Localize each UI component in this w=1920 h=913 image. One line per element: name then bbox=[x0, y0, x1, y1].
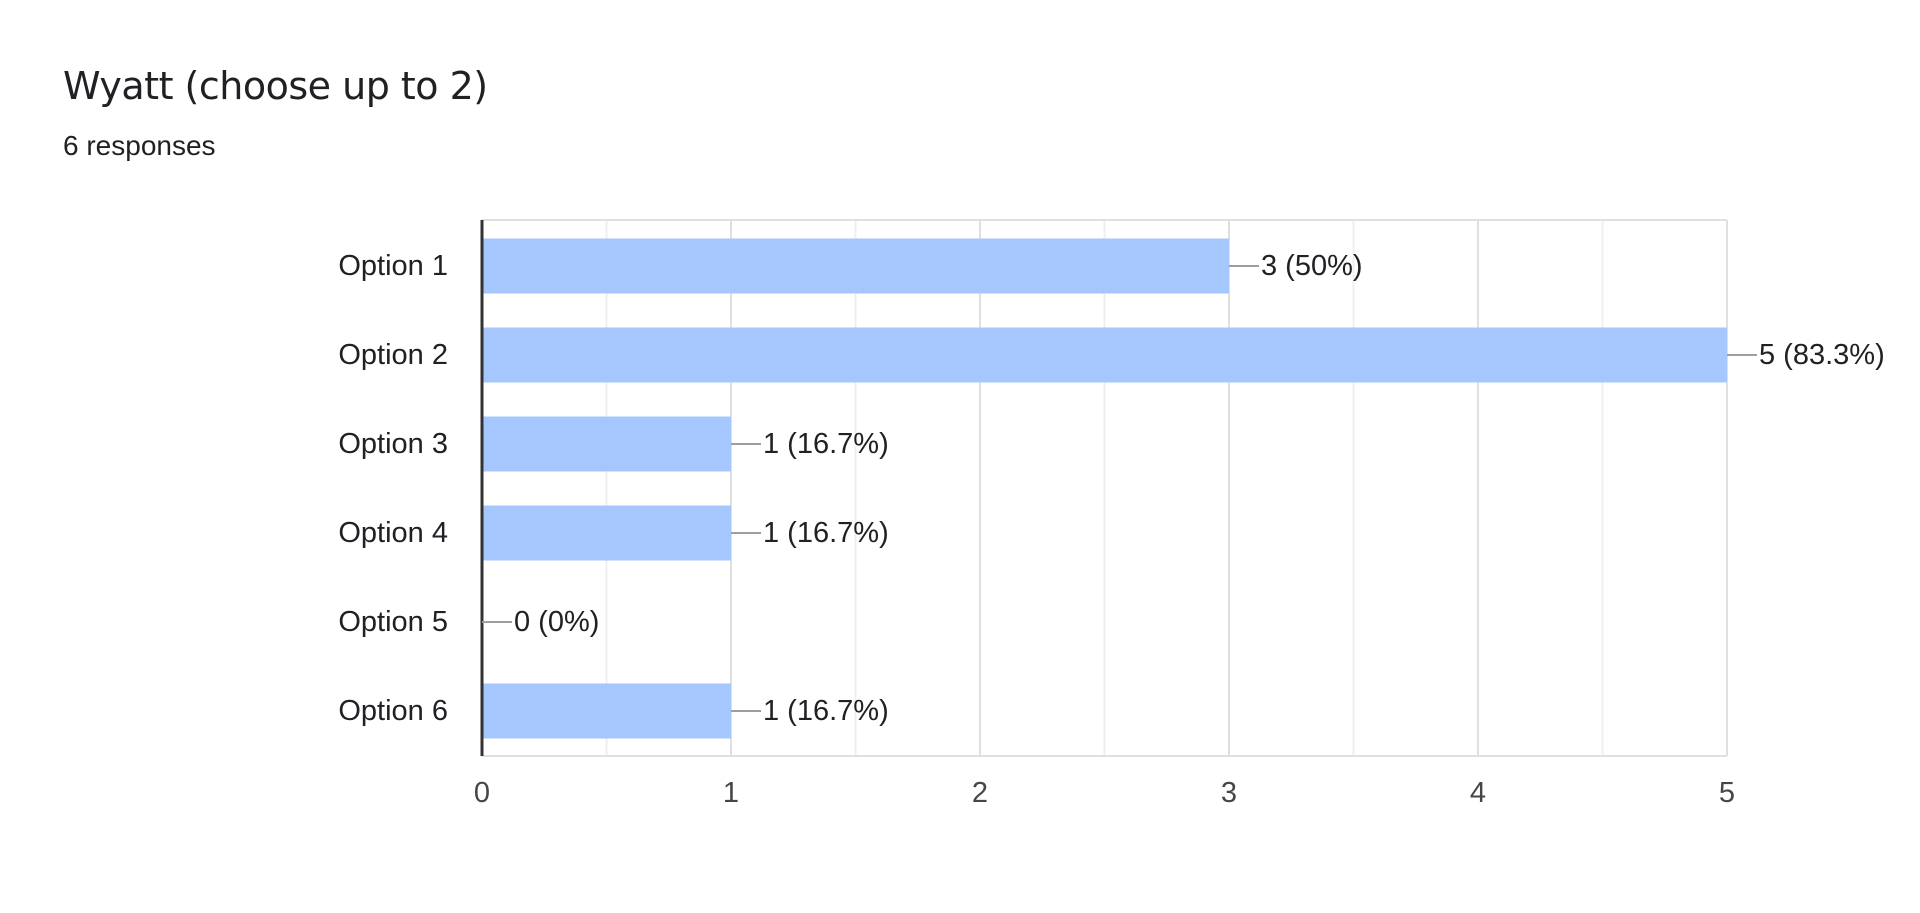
chart-bars bbox=[482, 238, 1727, 739]
chart-labels: Option 1 3 (50%) Option 2 5 (83.3%) Option 3… bbox=[338, 250, 1884, 727]
data-label: 0 (0%) bbox=[514, 606, 599, 638]
x-tick-label: 4 bbox=[1470, 777, 1486, 809]
data-label: 5 (83.3%) bbox=[1759, 339, 1885, 371]
category-label: Option 2 bbox=[338, 339, 448, 371]
bar-2 bbox=[482, 327, 1727, 383]
x-tick-label: 3 bbox=[1221, 777, 1237, 809]
bar-3 bbox=[482, 416, 731, 472]
x-tick-label: 5 bbox=[1719, 777, 1735, 809]
data-label: 3 (50%) bbox=[1261, 250, 1363, 282]
bar-6 bbox=[482, 683, 731, 739]
category-label: Option 1 bbox=[338, 250, 448, 282]
bar-1 bbox=[482, 238, 1229, 294]
category-label: Option 4 bbox=[338, 517, 448, 549]
question-title: Wyatt (choose up to 2) bbox=[63, 64, 488, 108]
x-tick-label: 1 bbox=[723, 777, 739, 809]
x-tick-label: 0 bbox=[474, 777, 490, 809]
bar-4 bbox=[482, 505, 731, 561]
category-label: Option 3 bbox=[338, 428, 448, 460]
x-tick-label: 2 bbox=[972, 777, 988, 809]
response-count: 6 responses bbox=[63, 130, 216, 161]
category-label: Option 6 bbox=[338, 695, 448, 727]
data-label: 1 (16.7%) bbox=[763, 517, 889, 549]
data-label: 1 (16.7%) bbox=[763, 428, 889, 460]
chart-axes: 0 1 2 3 4 5 bbox=[474, 220, 1735, 809]
data-label: 1 (16.7%) bbox=[763, 695, 889, 727]
chart-gridlines bbox=[482, 219, 1728, 757]
category-label: Option 5 bbox=[338, 606, 448, 638]
